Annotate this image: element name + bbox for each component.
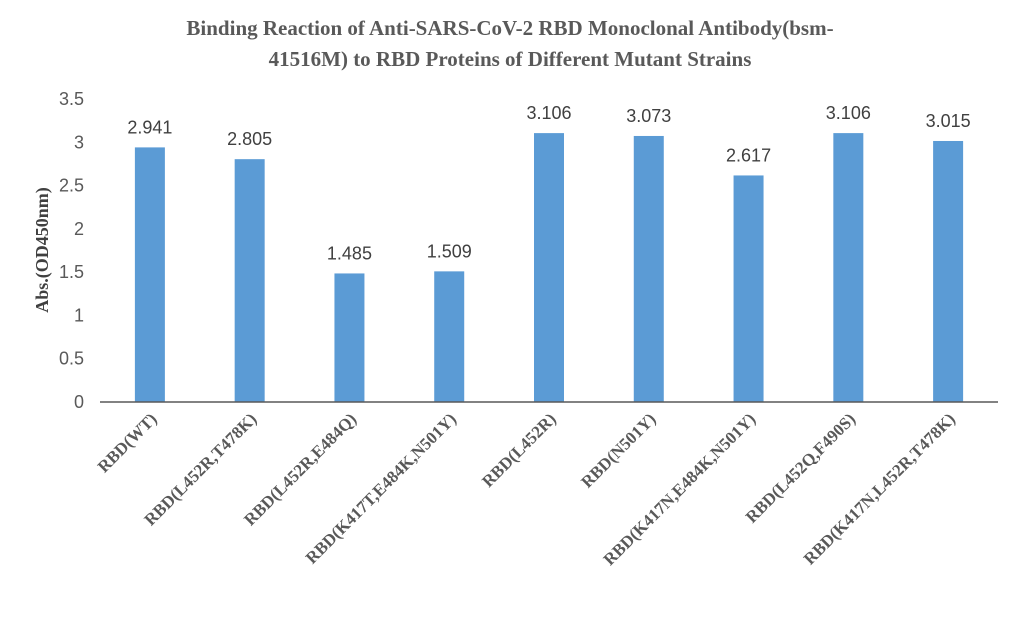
data-label: 2.941 xyxy=(127,117,172,137)
data-label: 3.073 xyxy=(626,106,671,126)
data-label: 2.617 xyxy=(726,145,771,165)
x-category-label: RBD(L452R) xyxy=(478,409,560,491)
x-category-label: RBD(L452R,T478K) xyxy=(141,409,261,529)
y-tick-labels: 0 0.5 1 1.5 2 2.5 3 3.5 xyxy=(59,89,84,412)
bar xyxy=(534,133,564,403)
data-label: 1.509 xyxy=(427,241,472,261)
x-category-labels: RBD(WT)RBD(L452R,T478K)RBD(L452R,E484Q) R… xyxy=(94,409,959,569)
x-category-label: RBD(L452Q,F490S) xyxy=(742,409,859,526)
bar xyxy=(833,133,864,403)
bar xyxy=(334,273,365,402)
data-label: 3.015 xyxy=(926,111,971,131)
y-tick-label: 2.5 xyxy=(59,176,84,196)
y-tick-label: 3 xyxy=(74,132,84,152)
y-tick-label: 3.5 xyxy=(59,89,84,109)
bar xyxy=(134,147,165,402)
data-labels: 2.941 2.805 1.485 1.509 3.106 3.073 2.617 3.106… xyxy=(127,103,970,263)
x-category-label: RBD(N501Y) xyxy=(577,409,659,491)
x-category-label: RBD(L452R,E484Q) xyxy=(240,409,360,529)
data-label: 1.485 xyxy=(327,243,372,263)
bars xyxy=(134,133,964,403)
bar xyxy=(434,271,465,402)
data-label: 3.106 xyxy=(526,103,571,123)
data-label: 2.805 xyxy=(227,129,272,149)
chart-title-line-2: 41516M) to RBD Proteins of Different Mut… xyxy=(268,47,752,71)
y-tick-label: 1 xyxy=(74,305,84,325)
y-tick-label: 2 xyxy=(74,219,84,239)
bar xyxy=(234,159,265,402)
x-category-label: RBD(WT) xyxy=(94,409,161,476)
y-tick-label: 0.5 xyxy=(59,349,84,369)
bar xyxy=(633,135,664,402)
bar xyxy=(933,140,964,403)
bar xyxy=(733,175,764,402)
data-label: 3.106 xyxy=(826,103,871,123)
y-tick-label: 1.5 xyxy=(59,262,84,282)
y-tick-label: 0 xyxy=(74,392,84,412)
chart-title-line-1: Binding Reaction of Anti-SARS-CoV-2 RBD … xyxy=(186,16,834,40)
y-axis-title: Abs.(OD450nm) xyxy=(32,187,53,313)
